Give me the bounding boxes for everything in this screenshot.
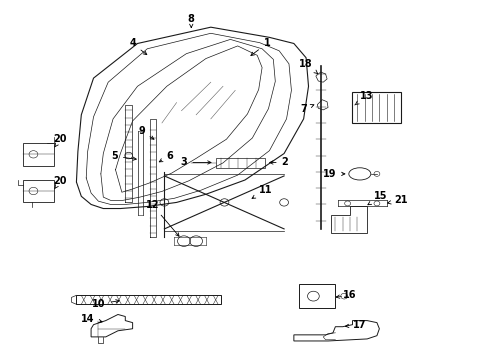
Text: 21: 21 xyxy=(388,195,408,205)
Text: 14: 14 xyxy=(81,314,102,324)
Text: 7: 7 xyxy=(301,104,314,114)
Text: 18: 18 xyxy=(299,59,318,73)
Text: 17: 17 xyxy=(345,320,366,330)
Text: 6: 6 xyxy=(159,150,173,162)
Text: 9: 9 xyxy=(138,126,154,139)
Text: 4: 4 xyxy=(129,39,147,55)
Text: 8: 8 xyxy=(188,14,195,27)
Text: 16: 16 xyxy=(336,290,356,300)
Text: 10: 10 xyxy=(92,299,119,309)
Text: 19: 19 xyxy=(323,169,345,179)
Text: 3: 3 xyxy=(181,157,211,167)
Text: 11: 11 xyxy=(252,185,272,198)
Text: 5: 5 xyxy=(111,151,136,161)
Text: 20: 20 xyxy=(53,176,67,189)
Text: 12: 12 xyxy=(146,200,179,236)
Text: 2: 2 xyxy=(270,157,289,167)
Text: 13: 13 xyxy=(355,91,373,105)
Text: 15: 15 xyxy=(368,191,388,205)
Text: 1: 1 xyxy=(251,39,270,55)
Text: 20: 20 xyxy=(53,134,67,147)
